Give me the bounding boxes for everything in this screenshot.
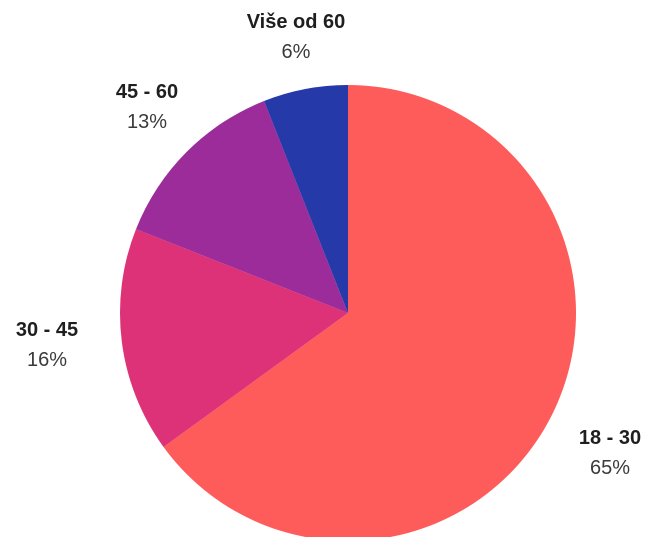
slice-percent-label: 16% bbox=[27, 349, 67, 371]
pie-slice-45-60 bbox=[136, 101, 348, 313]
pie-slices bbox=[119, 85, 576, 537]
slice-label: 30 - 45 bbox=[16, 319, 78, 341]
pie-slice-18-30 bbox=[163, 85, 576, 537]
slice-percent-label: 13% bbox=[127, 111, 167, 133]
slice-label: Više od 60 bbox=[247, 11, 346, 33]
pie-slice-30-45 bbox=[119, 229, 348, 448]
slice-percent-label: 6% bbox=[282, 41, 311, 63]
slice-label: 18 - 30 bbox=[579, 427, 641, 449]
slice-percent-label: 65% bbox=[590, 457, 630, 479]
pie-labels: 18 - 30 65% 30 - 45 16% 45 - 60 13% Više od 60… bbox=[16, 11, 641, 479]
pie-slice-vi-e-od-60 bbox=[264, 85, 348, 313]
slice-label: 45 - 60 bbox=[116, 81, 178, 103]
